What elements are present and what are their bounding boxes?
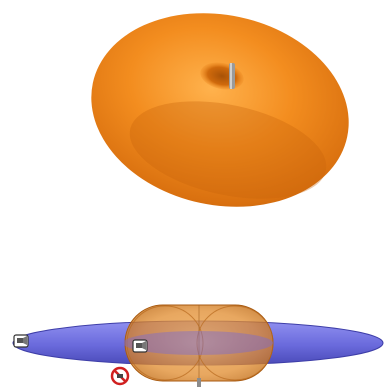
torus-body: [91, 13, 349, 207]
torus-render: [91, 13, 349, 207]
radiation-pattern-render: [12, 304, 384, 387]
camera-icon[interactable]: [132, 339, 148, 353]
camera-icon[interactable]: [13, 334, 29, 348]
prohibited-icon[interactable]: [110, 366, 130, 386]
lower-axis-rod: [197, 378, 201, 387]
torus-lower-shadow: [129, 101, 327, 199]
